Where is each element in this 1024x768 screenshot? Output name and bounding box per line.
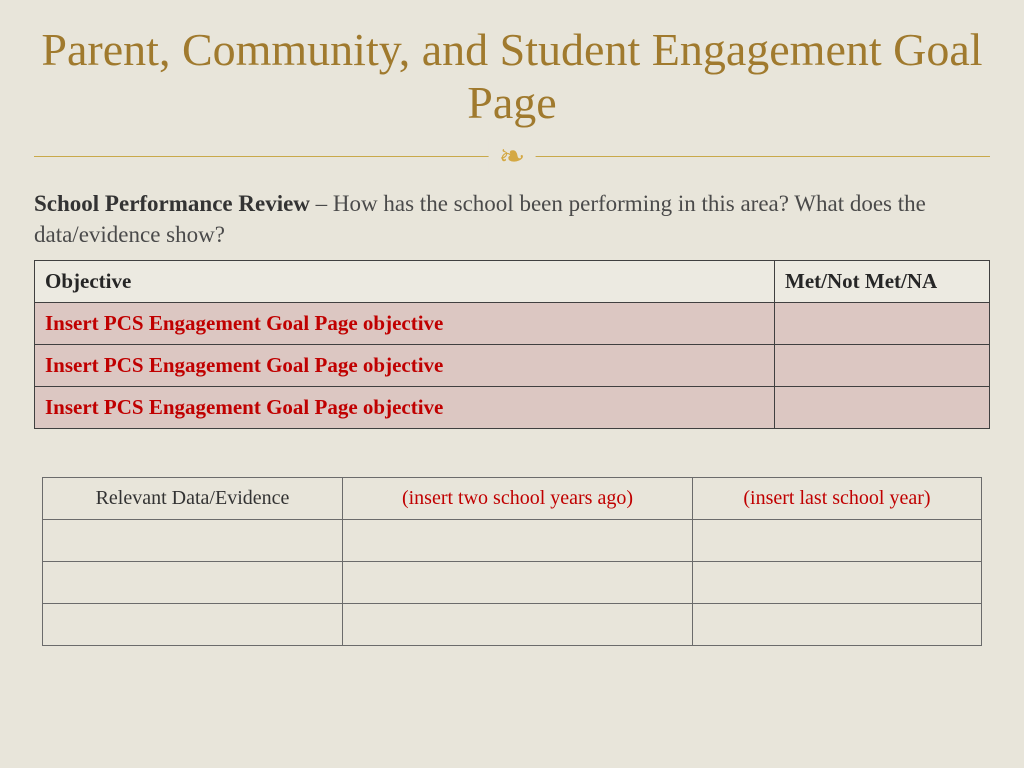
evidence-year2-cell bbox=[692, 519, 981, 561]
header-objective: Objective bbox=[35, 260, 775, 302]
title-divider: ❧ bbox=[34, 138, 990, 174]
table-row: Insert PCS Engagement Goal Page objectiv… bbox=[35, 344, 990, 386]
evidence-label-cell bbox=[43, 561, 343, 603]
evidence-year1-cell bbox=[343, 603, 693, 645]
evidence-label-cell bbox=[43, 603, 343, 645]
objective-cell: Insert PCS Engagement Goal Page objectiv… bbox=[35, 344, 775, 386]
intro-bold: School Performance Review bbox=[34, 191, 310, 216]
evidence-table: Relevant Data/Evidence (insert two schoo… bbox=[42, 477, 982, 646]
objective-cell: Insert PCS Engagement Goal Page objectiv… bbox=[35, 302, 775, 344]
page-title: Parent, Community, and Student Engagemen… bbox=[34, 24, 990, 130]
header-year2: (insert last school year) bbox=[692, 477, 981, 519]
evidence-label-cell bbox=[43, 519, 343, 561]
objectives-table: Objective Met/Not Met/NA Insert PCS Enga… bbox=[34, 260, 990, 429]
met-cell bbox=[775, 302, 990, 344]
evidence-year1-cell bbox=[343, 561, 693, 603]
table-row bbox=[43, 603, 982, 645]
flourish-icon: ❧ bbox=[489, 138, 536, 174]
header-year1: (insert two school years ago) bbox=[343, 477, 693, 519]
table-header-row: Relevant Data/Evidence (insert two schoo… bbox=[43, 477, 982, 519]
objective-cell: Insert PCS Engagement Goal Page objectiv… bbox=[35, 386, 775, 428]
table-row bbox=[43, 519, 982, 561]
header-met: Met/Not Met/NA bbox=[775, 260, 990, 302]
table-row: Insert PCS Engagement Goal Page objectiv… bbox=[35, 302, 990, 344]
evidence-year2-cell bbox=[692, 603, 981, 645]
met-cell bbox=[775, 386, 990, 428]
evidence-year1-cell bbox=[343, 519, 693, 561]
evidence-year2-cell bbox=[692, 561, 981, 603]
intro-text: School Performance Review – How has the … bbox=[34, 188, 990, 250]
header-evidence-label: Relevant Data/Evidence bbox=[43, 477, 343, 519]
table-row bbox=[43, 561, 982, 603]
table-row: Insert PCS Engagement Goal Page objectiv… bbox=[35, 386, 990, 428]
met-cell bbox=[775, 344, 990, 386]
table-header-row: Objective Met/Not Met/NA bbox=[35, 260, 990, 302]
